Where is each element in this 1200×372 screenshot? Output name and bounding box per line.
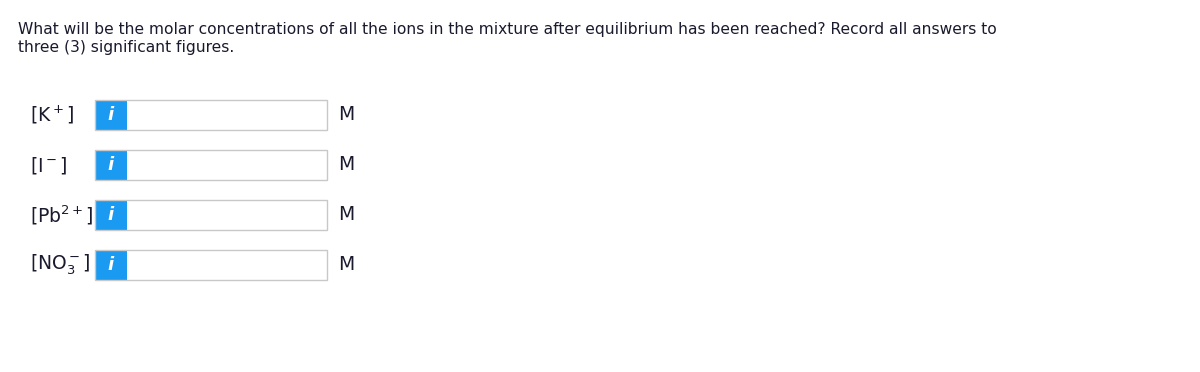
Bar (95, 200, 127, 230)
Bar (95, 150, 326, 180)
Bar (95, 100, 127, 130)
Bar (95, 250, 127, 280)
Text: [Pb$^{2+}$]: [Pb$^{2+}$] (30, 203, 94, 227)
Text: i: i (108, 106, 114, 124)
Bar (95, 150, 127, 180)
Bar (127, 200, 326, 230)
Text: i: i (108, 206, 114, 224)
Bar (95, 200, 326, 230)
Text: What will be the molar concentrations of all the ions in the mixture after equil: What will be the molar concentrations of… (18, 22, 997, 37)
Text: i: i (108, 156, 114, 174)
Text: M: M (338, 205, 354, 224)
Bar (127, 250, 326, 280)
Bar (95, 250, 326, 280)
Bar (95, 100, 326, 130)
Text: i: i (108, 256, 114, 274)
Text: M: M (338, 256, 354, 275)
Text: [K$^+$]: [K$^+$] (30, 104, 74, 126)
Bar (127, 150, 326, 180)
Text: [I$^-$]: [I$^-$] (30, 154, 67, 176)
Text: three (3) significant figures.: three (3) significant figures. (18, 40, 234, 55)
Text: [NO$_3^-$]: [NO$_3^-$] (30, 253, 91, 277)
Text: M: M (338, 155, 354, 174)
Bar (127, 100, 326, 130)
Text: M: M (338, 106, 354, 125)
